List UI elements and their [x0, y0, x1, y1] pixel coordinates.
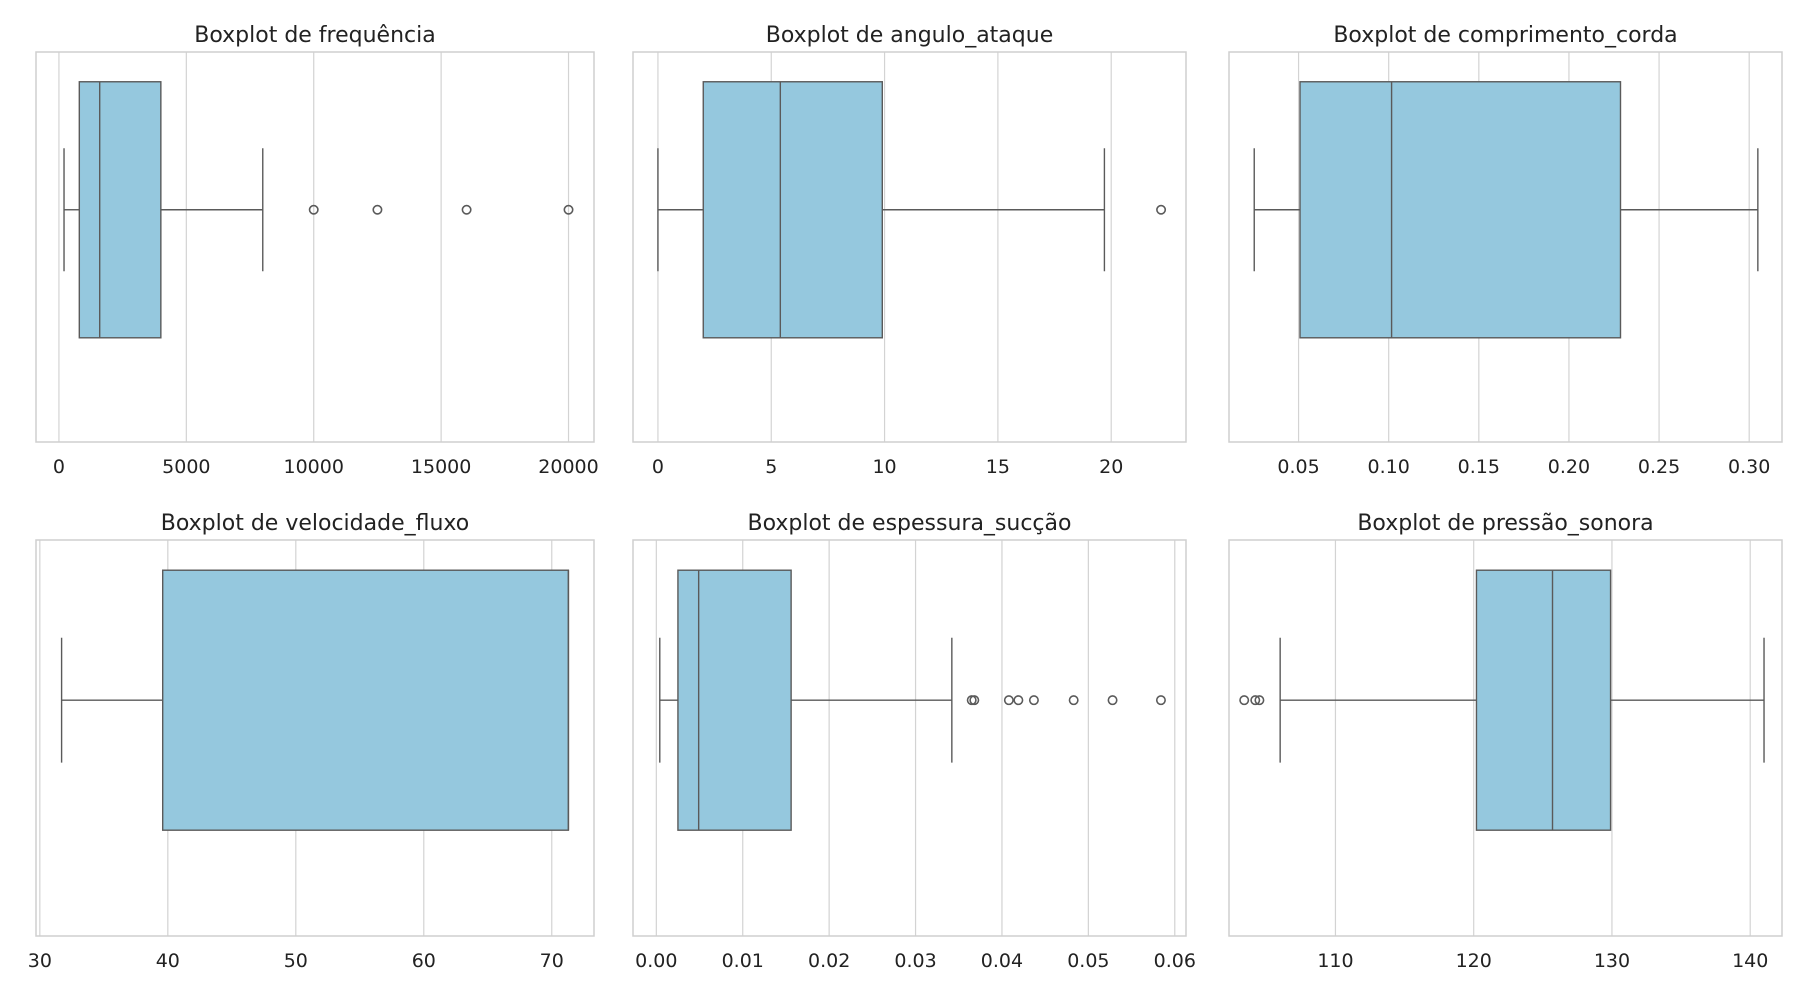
- panel-frequencia: Boxplot de frequência 0 5000 10000 15000 2000…: [35, 23, 599, 494]
- x-tick-label: 0: [53, 456, 65, 478]
- x-tick-label: 10: [872, 456, 896, 478]
- chart-title: Boxplot de velocidade_fluxo: [161, 511, 469, 536]
- chart-svg: Boxplot de velocidade_fluxo 30 40 50 60 70: [28, 511, 595, 972]
- panel-pressao-sonora: Boxplot de pressão_sonora 110 120 130 140: [1228, 511, 1783, 988]
- chart-svg: Boxplot de espessura_sucção 0.00 0.01 0.02 0…: [632, 511, 1196, 972]
- x-tick-label: 30: [28, 950, 52, 972]
- x-tick-label: 120: [1456, 950, 1492, 972]
- plot-frame: [1228, 51, 1783, 443]
- panel-comprimento-corda: Boxplot de comprimento_corda 0.05 0.10 0.15…: [1228, 23, 1783, 494]
- chart-svg: Boxplot de comprimento_corda 0.05 0.10 0.15…: [1228, 23, 1783, 478]
- x-tick-label: 0.05: [1067, 950, 1109, 972]
- plot-frame: [632, 539, 1187, 937]
- outlier-point: [461, 204, 472, 215]
- outlier-point: [1156, 204, 1167, 215]
- plot-frame: [632, 51, 1187, 443]
- x-tick-label: 70: [540, 950, 564, 972]
- plot-frame: [1228, 539, 1783, 937]
- x-tick-label: 0.00: [635, 950, 677, 972]
- x-tick-label: 5: [765, 456, 777, 478]
- x-tick-label: 0.25: [1638, 456, 1680, 478]
- x-tick-label: 15000: [411, 456, 471, 478]
- outlier-point: [372, 204, 383, 215]
- iqr-box: [677, 569, 792, 831]
- x-tick-label: 0: [652, 456, 664, 478]
- x-tick-label: 0.30: [1728, 456, 1770, 478]
- chart-title: Boxplot de comprimento_corda: [1333, 23, 1677, 48]
- iqr-box: [1475, 569, 1612, 831]
- outlier-point: [1250, 695, 1261, 706]
- x-tick-label: 0.04: [981, 950, 1023, 972]
- chart-title: Boxplot de pressão_sonora: [1357, 511, 1653, 536]
- outlier-point: [1013, 695, 1024, 706]
- x-tick-label: 10000: [283, 456, 343, 478]
- outlier-point: [1068, 695, 1079, 706]
- panel-espessura-succao: Boxplot de espessura_sucção 0.00 0.01 0.02 0…: [632, 511, 1196, 988]
- iqr-box: [1299, 81, 1622, 339]
- x-tick-label: 20: [1099, 456, 1123, 478]
- chart-svg: Boxplot de frequência 0 5000 10000 15000 2000…: [35, 23, 599, 478]
- chart-svg: Boxplot de pressão_sonora 110 120 130 140: [1228, 511, 1783, 972]
- chart-title: Boxplot de espessura_sucção: [748, 511, 1072, 536]
- x-tick-label: 20000: [538, 456, 598, 478]
- outlier-point: [308, 204, 319, 215]
- x-tick-label: 40: [156, 950, 180, 972]
- x-tick-label: 0.03: [894, 950, 936, 972]
- x-tick-label: 0.02: [808, 950, 850, 972]
- x-tick-label: 0.15: [1458, 456, 1500, 478]
- x-tick-label: 130: [1594, 950, 1630, 972]
- panel-velocidade-fluxo: Boxplot de velocidade_fluxo 30 40 50 60 70: [28, 511, 595, 988]
- outlier-point: [1254, 695, 1265, 706]
- outlier-point: [1107, 695, 1118, 706]
- x-tick-label: 0.06: [1154, 950, 1196, 972]
- outlier-point: [969, 695, 980, 706]
- plot-frame: [35, 539, 595, 937]
- x-tick-label: 15: [986, 456, 1010, 478]
- panel-angulo-ataque: Boxplot de angulo_ataque 0 5 10 15 20: [632, 23, 1187, 494]
- chart-title: Boxplot de frequência: [194, 23, 435, 48]
- chart-svg: Boxplot de angulo_ataque 0 5 10 15 20: [632, 23, 1187, 478]
- x-tick-label: 5000: [162, 456, 210, 478]
- outlier-point: [1155, 695, 1166, 706]
- x-tick-label: 0.20: [1548, 456, 1590, 478]
- x-tick-label: 110: [1317, 950, 1353, 972]
- outlier-point: [1239, 695, 1250, 706]
- outlier-point: [1028, 695, 1039, 706]
- x-tick-label: 0.01: [722, 950, 764, 972]
- x-tick-label: 50: [284, 950, 308, 972]
- chart-title: Boxplot de angulo_ataque: [766, 23, 1053, 48]
- x-tick-label: 140: [1732, 950, 1768, 972]
- outlier-point: [1003, 695, 1014, 706]
- plot-frame: [35, 51, 595, 443]
- iqr-box: [702, 81, 884, 339]
- iqr-box: [162, 569, 570, 831]
- outlier-point: [563, 204, 574, 215]
- x-tick-label: 60: [412, 950, 436, 972]
- x-tick-label: 0.05: [1277, 456, 1319, 478]
- x-tick-label: 0.10: [1368, 456, 1410, 478]
- iqr-box: [78, 81, 162, 339]
